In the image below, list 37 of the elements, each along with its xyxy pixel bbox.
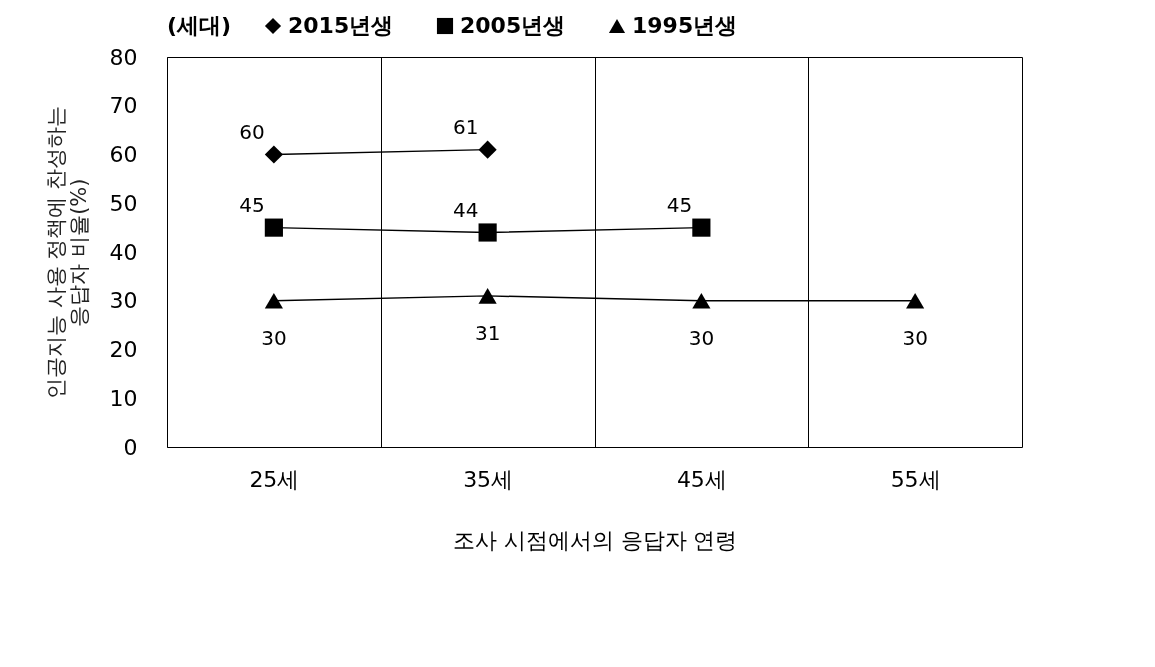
legend-label: 1995년생: [632, 13, 738, 38]
y-tick-label: 10: [109, 385, 138, 411]
point: [264, 218, 283, 237]
y-tick-label: 70: [109, 93, 138, 119]
point: [264, 145, 283, 164]
data-label: 45: [666, 192, 693, 217]
point: [478, 140, 497, 159]
y-tick-label: 50: [109, 190, 138, 216]
data-label: 30: [688, 325, 715, 350]
x-axis-title: 조사 시점에서의 응답자 연령: [452, 527, 738, 553]
y-tick-label: 60: [109, 142, 138, 167]
data-label: 60: [239, 119, 265, 144]
legend-title: (세대): [167, 13, 232, 38]
point: [906, 292, 925, 309]
y-tick-label: 30: [109, 288, 138, 314]
x-tick-label: 45세: [676, 466, 727, 492]
data-label: 45: [239, 192, 265, 217]
data-label: 30: [261, 325, 287, 350]
y-axis-title: 인공지능 사용 정책에 찬성하는 응답자 비율(%): [43, 105, 91, 400]
data-label: 31: [474, 320, 501, 345]
data-label: 30: [902, 325, 928, 350]
legend-label: 2005년생: [460, 13, 566, 38]
point: [478, 288, 497, 304]
x-tick-label: 25세: [249, 466, 300, 492]
y-tick-label: 0: [123, 434, 138, 460]
point: [692, 292, 711, 309]
legend-label: 2015년생: [288, 13, 394, 38]
x-tick-label: 55세: [890, 466, 941, 492]
y-tick-label: 80: [109, 44, 138, 70]
data-label: 61: [452, 114, 479, 139]
point: [264, 292, 283, 309]
data-label: 44: [452, 197, 479, 222]
x-tick-label: 35세: [463, 466, 514, 492]
y-tick-label: 40: [109, 239, 138, 265]
y-tick-label: 20: [109, 337, 138, 362]
point: [692, 218, 711, 237]
point: [478, 223, 497, 242]
